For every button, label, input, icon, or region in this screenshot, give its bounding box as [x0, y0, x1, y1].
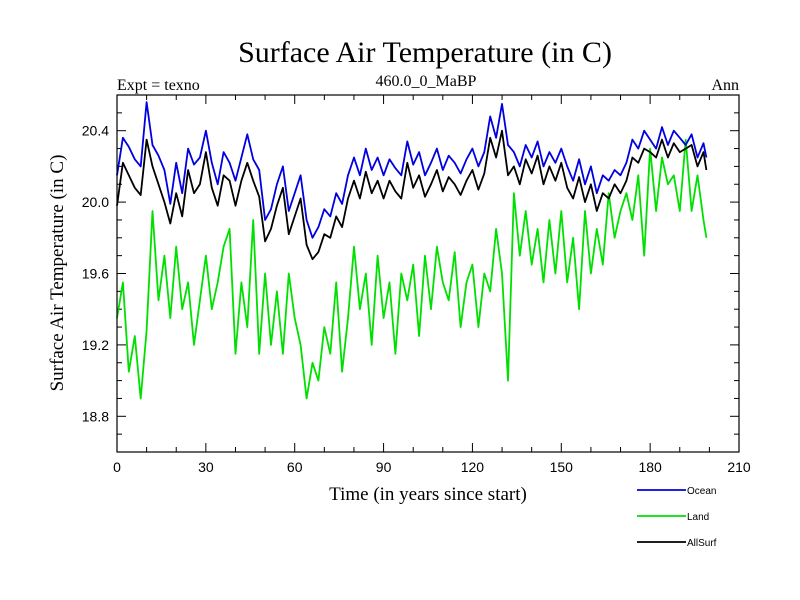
- y-tick-labels: 18.8 19.2 19.6 20.0 20.4: [82, 123, 109, 425]
- legend: Ocean Land AllSurf: [637, 486, 717, 549]
- x-tick-labels: 0 30 60 90 120 150 180 210: [113, 459, 751, 475]
- chart-title: Surface Air Temperature (in C): [238, 36, 612, 69]
- x-tick-label: 210: [727, 459, 751, 475]
- legend-label-ocean: Ocean: [687, 486, 716, 497]
- legend-label-land: Land: [687, 512, 709, 523]
- legend-label-allsurf: AllSurf: [687, 538, 717, 549]
- series-layer: [116, 101, 708, 400]
- series-line-land: [116, 138, 708, 400]
- subtitle-left: Expt = texno: [117, 77, 200, 94]
- x-tick-label: 30: [198, 459, 214, 475]
- x-tick-label: 120: [461, 459, 485, 475]
- series-line-allsurf: [116, 129, 708, 261]
- x-axis-label: Time (in years since start): [329, 484, 527, 505]
- y-tick-label: 20.0: [82, 194, 109, 210]
- x-tick-label: 0: [113, 459, 121, 475]
- y-tick-label: 20.4: [82, 123, 109, 139]
- series-line-ocean: [116, 101, 708, 239]
- subtitle-right: Ann: [711, 77, 739, 94]
- subtitle-center: 460.0_0_MaBP: [376, 73, 477, 90]
- x-tick-label: 60: [287, 459, 303, 475]
- y-tick-label: 18.8: [82, 408, 109, 424]
- y-tick-label: 19.2: [82, 337, 109, 353]
- x-tick-label: 90: [376, 459, 392, 475]
- x-tick-label: 150: [550, 459, 574, 475]
- axis-ticks: [116, 94, 740, 453]
- plot-frame: [116, 94, 740, 453]
- y-axis-label: Surface Air Temperature (in C): [47, 155, 68, 392]
- x-tick-label: 180: [638, 459, 662, 475]
- y-tick-label: 19.6: [82, 266, 109, 282]
